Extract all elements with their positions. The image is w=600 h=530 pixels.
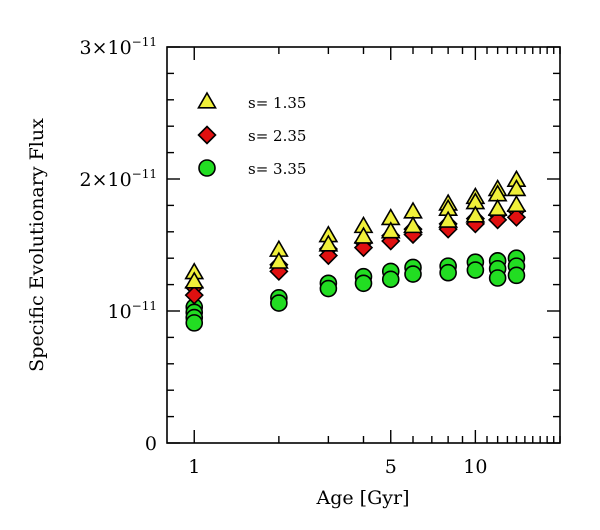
triangle-point bbox=[487, 198, 508, 217]
triangle-point bbox=[506, 194, 527, 213]
circle-point bbox=[270, 294, 288, 312]
y-tick-label: 3×10−11 bbox=[79, 35, 157, 59]
circle-point bbox=[185, 314, 204, 332]
legend: s= 1.35 s= 2.35 s= 3.35 bbox=[197, 91, 306, 178]
y-tick-label: 2×10−11 bbox=[79, 167, 157, 191]
legend-circle-marker bbox=[198, 159, 216, 177]
triangle-point bbox=[318, 234, 339, 252]
circle-point bbox=[319, 279, 338, 298]
y-tick-exponent: −11 bbox=[132, 299, 157, 313]
circle-point bbox=[466, 261, 485, 279]
x-tick-label: 1 bbox=[188, 456, 200, 478]
circle-point bbox=[404, 265, 422, 283]
legend-label: s= 3.35 bbox=[248, 160, 306, 178]
triangle-point bbox=[380, 221, 401, 239]
legend-triangle-marker bbox=[197, 91, 217, 109]
legend-diamond-marker bbox=[197, 125, 217, 145]
triangle-point bbox=[465, 205, 486, 223]
y-tick-label: 0 bbox=[145, 433, 157, 455]
circle-point bbox=[488, 269, 507, 287]
y-tick-exponent: −11 bbox=[132, 167, 157, 181]
diamond-point bbox=[184, 285, 204, 305]
y-axis-title: Specific Evolutionary Flux bbox=[26, 118, 48, 372]
circle-point bbox=[507, 266, 526, 285]
y-tick-exponent: −11 bbox=[132, 35, 157, 49]
triangle-point bbox=[268, 251, 289, 269]
triangle-point bbox=[403, 215, 423, 234]
triangle-point bbox=[438, 210, 459, 228]
triangle-point bbox=[184, 271, 205, 289]
legend-label: s= 2.35 bbox=[248, 127, 306, 145]
x-axis-title: Age [Gyr] bbox=[316, 487, 410, 509]
y-tick-label: 10−11 bbox=[107, 299, 157, 323]
circle-point bbox=[381, 270, 400, 289]
data-points bbox=[184, 169, 527, 332]
triangle-point bbox=[403, 201, 423, 219]
x-tick-label: 5 bbox=[385, 456, 397, 478]
legend-label: s= 1.35 bbox=[248, 94, 306, 112]
x-tick-label: 10 bbox=[463, 456, 487, 478]
diamond-point bbox=[506, 207, 527, 227]
circle-point bbox=[354, 274, 373, 293]
triangle-point bbox=[353, 226, 374, 244]
circle-point bbox=[439, 263, 457, 282]
